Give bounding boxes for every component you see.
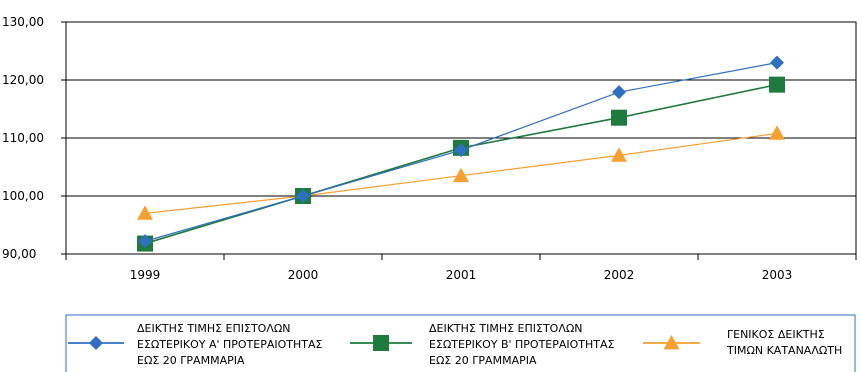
legend-label: ΓΕΝΙΚΟΣ ΔΕΙΚΤΗΣ (727, 328, 825, 341)
legend-label: ΕΩΣ 20 ΓΡΑΜΜΑΡΙΑ (137, 354, 245, 367)
legend-label: ΕΣΩΤΕΡΙΚΟΥ Β' ΠΡΟΤΕΡΑΙΟΤΗΤΑΣ (429, 338, 615, 351)
data-point-diamond (296, 189, 310, 203)
x-tick-label: 2000 (288, 268, 319, 282)
legend-marker-square (373, 335, 389, 351)
x-tick-label: 2001 (446, 268, 477, 282)
data-point-square (611, 109, 627, 126)
data-point-triangle (611, 147, 627, 162)
series-line-square (144, 83, 778, 245)
legend-label: ΕΣΩΤΕΡΙΚΟΥ Α' ΠΡΟΤΕΡΑΙΟΤΗΤΑΣ (137, 338, 323, 351)
legend-label: ΔΕΙΚΤΗΣ ΤΙΜΗΣ ΕΠΙΣΤΟΛΩΝ (429, 322, 583, 335)
y-tick-label: 130,00 (2, 15, 44, 29)
data-point-triangle (769, 125, 785, 140)
legend-label: ΕΩΣ 20 ΓΡΑΜΜΑΡΙΑ (429, 354, 537, 367)
y-tick-label: 100,00 (2, 189, 44, 203)
y-tick-label: 90,00 (2, 247, 36, 261)
legend-label: ΔΕΙΚΤΗΣ ΤΙΜΗΣ ΕΠΙΣΤΟΛΩΝ (137, 322, 291, 335)
legend-label: ΤΙΜΩΝ ΚΑΤΑΝΑΛΩΤΗ (726, 344, 842, 357)
x-tick-label: 2002 (604, 268, 635, 282)
data-point-triangle (453, 167, 469, 183)
y-tick-label: 110,00 (2, 131, 44, 145)
legend-marker-triangle (663, 335, 680, 350)
x-tick-label: 1999 (130, 268, 161, 282)
data-point-diamond (612, 85, 626, 100)
x-tick-label: 2003 (762, 268, 793, 282)
data-point-diamond (454, 143, 468, 158)
y-tick-label: 120,00 (2, 73, 44, 87)
data-point-triangle (137, 205, 153, 220)
legend-box (65, 314, 856, 372)
legend-marker-diamond (89, 336, 103, 350)
data-point-square (769, 76, 785, 93)
data-point-diamond (770, 55, 784, 70)
data-point-diamond (138, 234, 152, 249)
